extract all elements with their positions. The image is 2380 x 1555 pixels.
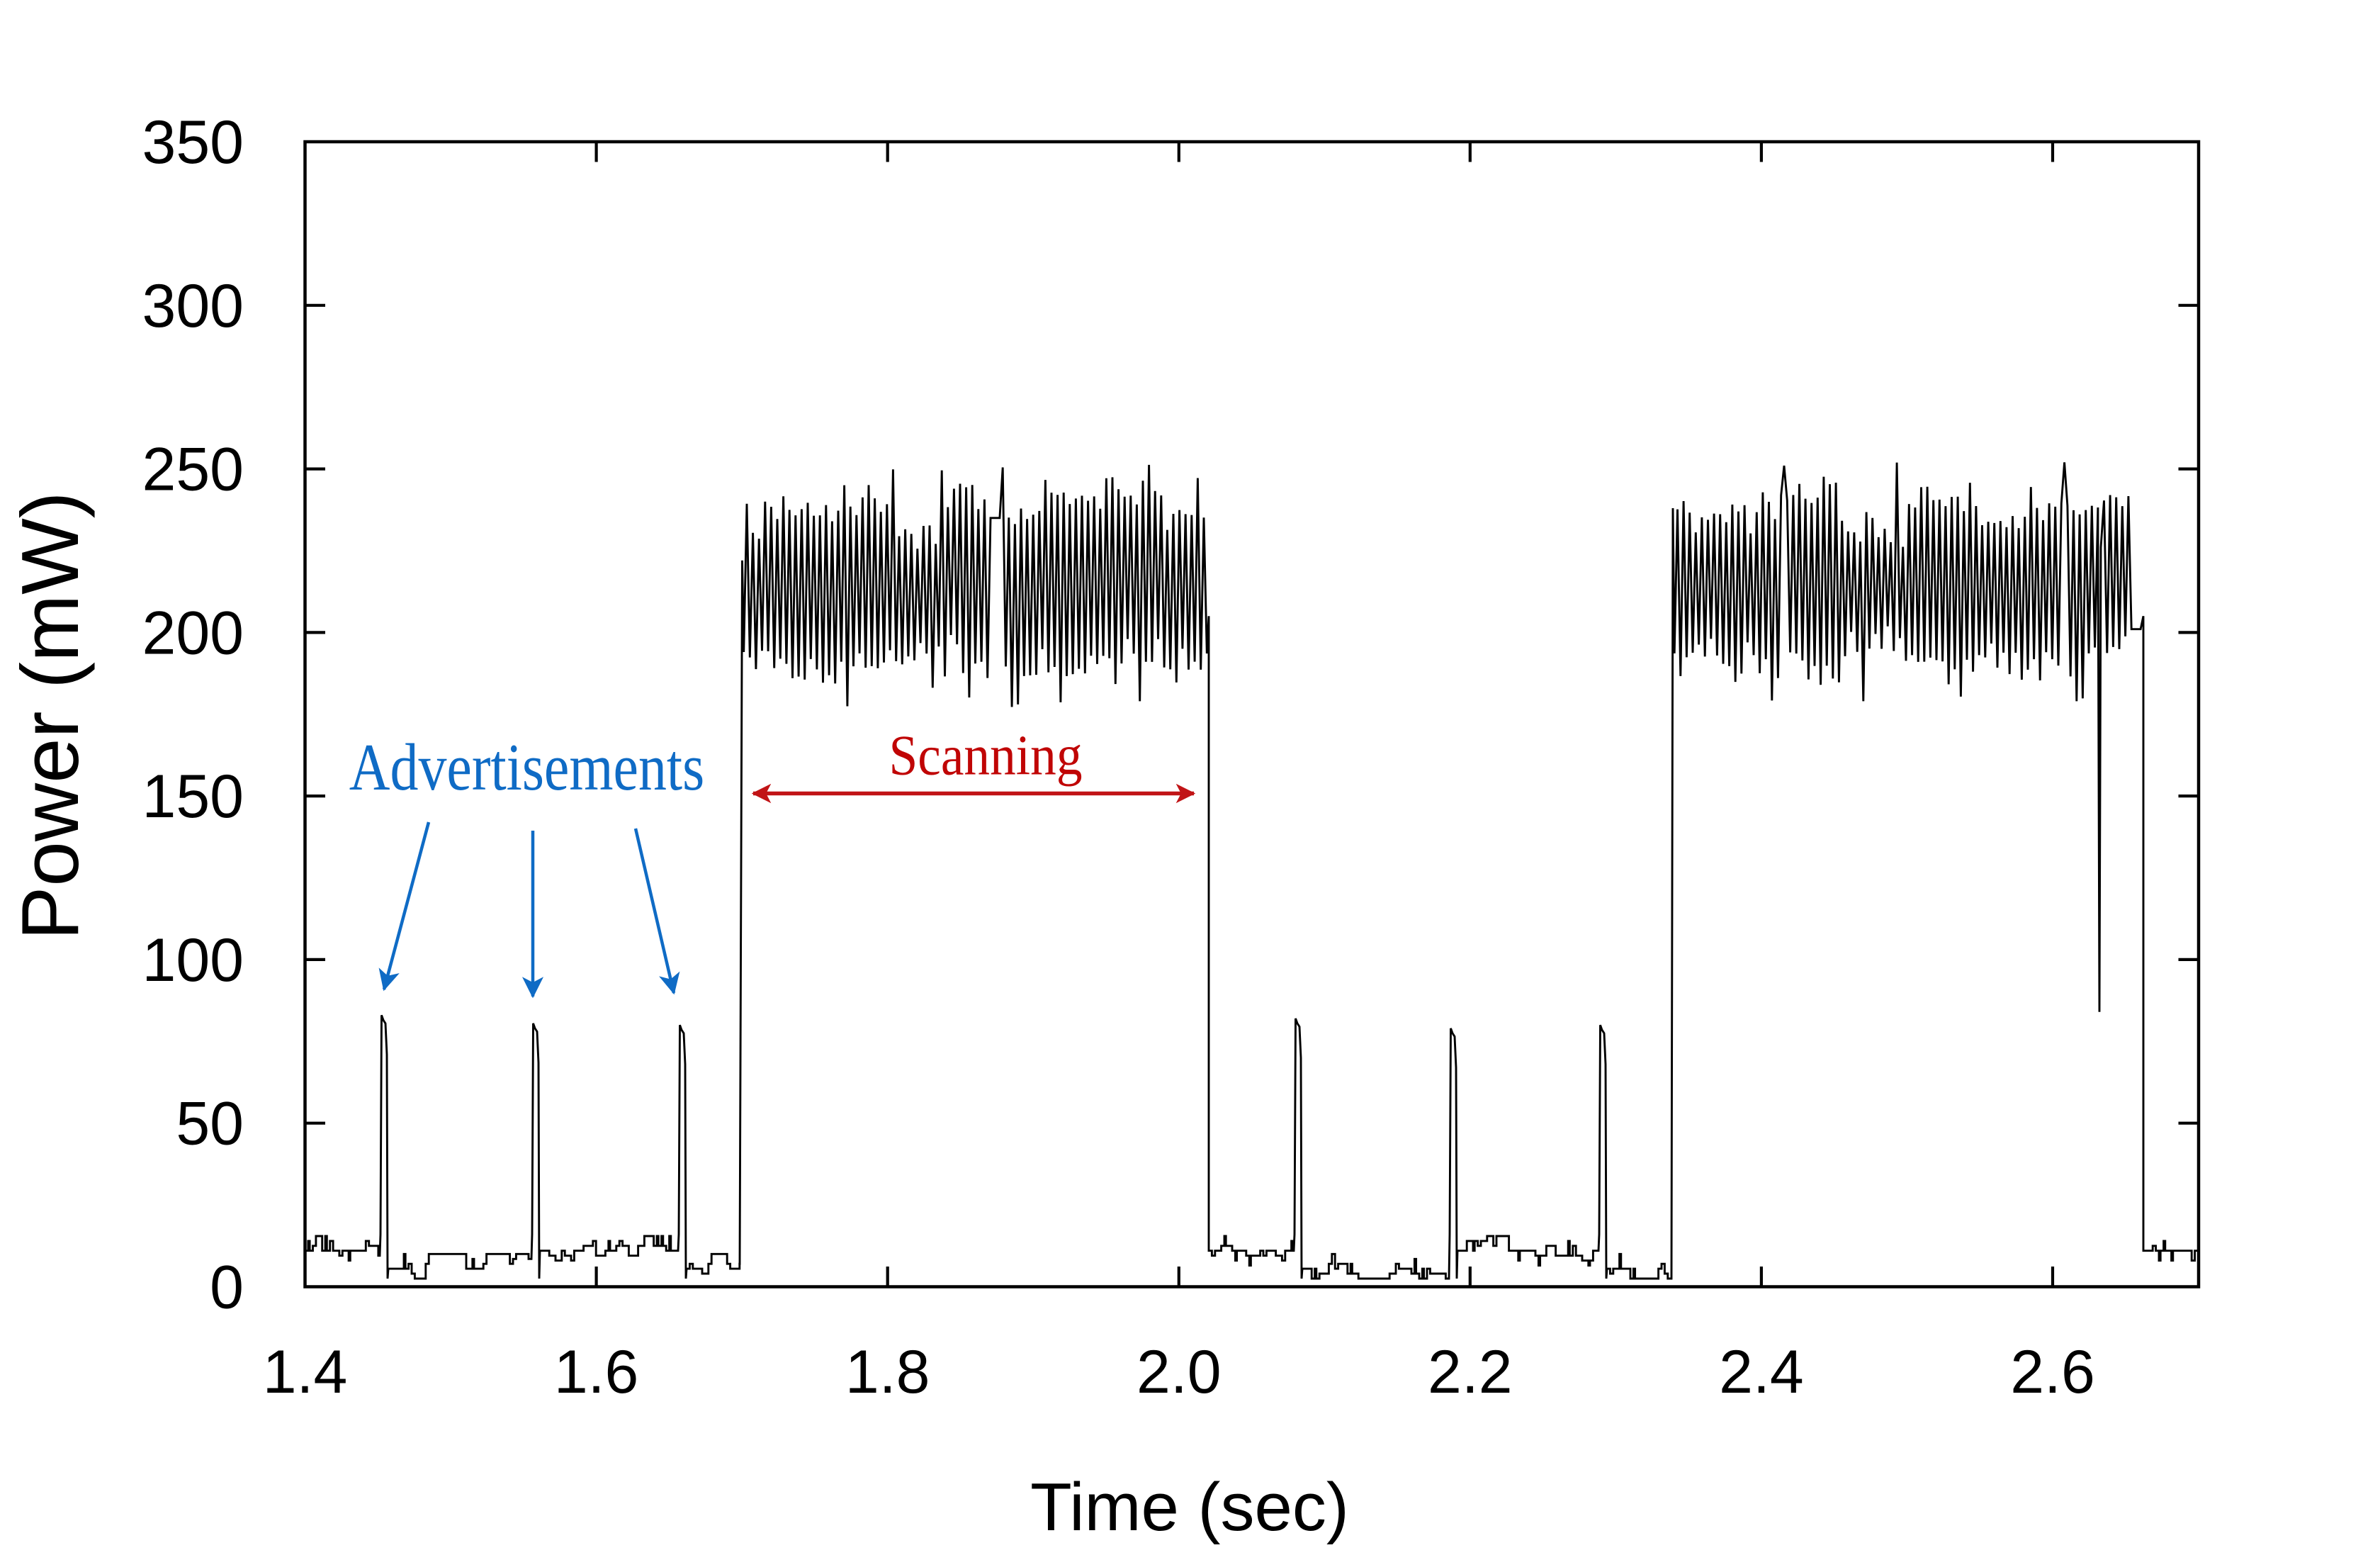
svg-text:2.4: 2.4 [1719,1338,1804,1406]
svg-text:50: 50 [176,1090,244,1158]
svg-text:2.6: 2.6 [2010,1338,2095,1406]
svg-text:1.4: 1.4 [263,1338,348,1406]
svg-text:350: 350 [142,108,244,176]
svg-text:150: 150 [142,763,244,831]
svg-text:100: 100 [142,926,244,994]
svg-text:Advertisements: Advertisements [349,730,704,804]
svg-text:1.8: 1.8 [845,1338,930,1406]
svg-text:300: 300 [142,272,244,340]
svg-text:200: 200 [142,599,244,667]
svg-text:2.0: 2.0 [1137,1338,1222,1406]
svg-text:2.2: 2.2 [1428,1338,1513,1406]
svg-text:Scanning: Scanning [889,724,1082,787]
svg-text:1.6: 1.6 [554,1338,639,1406]
svg-text:250: 250 [142,436,244,504]
svg-text:0: 0 [210,1254,244,1322]
svg-text:Power (mW): Power (mW) [6,491,96,940]
svg-text:Time (sec): Time (sec) [1030,1469,1349,1545]
